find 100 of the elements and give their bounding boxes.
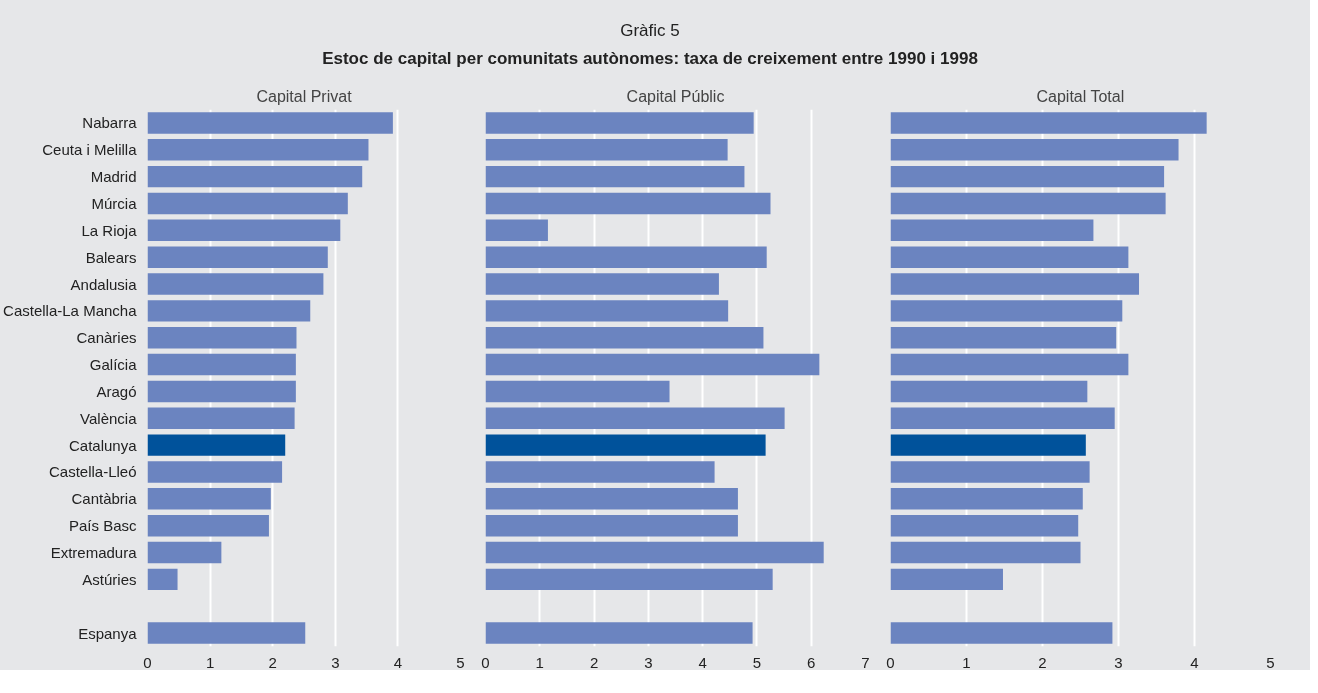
- bar: [485, 488, 738, 510]
- text: Estoc de capital per comunitats autònomes: taxa de creixement entre 1990 i 1998: [321, 48, 979, 71]
- y-tick-label: València: [80, 409, 138, 427]
- bar: [890, 112, 1207, 134]
- bar: [890, 488, 1083, 510]
- y-tick-label: Andalusia: [70, 275, 138, 293]
- bar: [147, 541, 222, 564]
- bar: [890, 246, 1129, 268]
- bar: [890, 514, 1079, 537]
- bar: [147, 219, 341, 242]
- x-tick-label: 2: [268, 653, 277, 671]
- bar: [485, 434, 766, 456]
- bar: [147, 353, 296, 376]
- y-tick-label: Galícia: [89, 356, 138, 374]
- y-tick-label: La Rioja: [81, 221, 138, 239]
- bar: [485, 622, 753, 644]
- bar: [485, 407, 785, 430]
- y-tick-label: Ceuta i Melilla: [42, 141, 138, 159]
- bar: [147, 139, 369, 161]
- bar: [147, 192, 348, 215]
- x-tick-label: 0: [143, 653, 152, 671]
- bar: [485, 541, 824, 564]
- bar: [890, 165, 1165, 188]
- bar: [485, 219, 548, 242]
- bar: [147, 622, 306, 644]
- y-tick-label: Aragó: [96, 382, 137, 400]
- chart-title: Capital Públic: [626, 87, 725, 105]
- bar: [147, 246, 328, 268]
- bar: [485, 380, 670, 403]
- bar: [485, 326, 764, 349]
- y-tick-label: Astúries: [82, 570, 137, 588]
- chart-title: Capital Privat: [256, 87, 353, 105]
- bar: [147, 300, 311, 322]
- x-tick-label: 1: [962, 653, 971, 671]
- x-tick-label: 2: [1038, 653, 1047, 671]
- bar: [485, 461, 715, 483]
- bar: [890, 380, 1088, 403]
- x-tick-label: 0: [886, 653, 895, 671]
- bar: [890, 461, 1090, 483]
- bar: [890, 273, 1140, 295]
- x-tick-label: 5: [752, 653, 762, 671]
- bar: [890, 353, 1129, 376]
- bar: [147, 380, 296, 403]
- bar: [485, 514, 738, 537]
- bar: [890, 541, 1081, 564]
- chart-title: Capital Total: [1036, 87, 1125, 105]
- bar: [485, 112, 754, 134]
- x-tick-label: 3: [1114, 653, 1123, 671]
- x-tick-label: 0: [481, 653, 490, 671]
- bar: [890, 326, 1117, 349]
- bar: [485, 353, 820, 376]
- x-tick-label: 4: [393, 653, 403, 671]
- bar: [147, 434, 286, 456]
- x-tick-label: 2: [589, 653, 599, 671]
- y-tick-label: Catalunya: [68, 436, 138, 454]
- y-tick-label: Canàries: [76, 329, 137, 347]
- y-tick-label: Nabarra: [82, 114, 138, 132]
- y-tick-label: Madrid: [90, 168, 137, 186]
- bar: [485, 139, 728, 161]
- bar: [890, 139, 1179, 161]
- bar: [147, 488, 271, 510]
- y-tick-label: Extremadura: [50, 544, 138, 562]
- bar: [147, 165, 363, 188]
- bar: [485, 192, 771, 215]
- bar: [890, 568, 1003, 591]
- y-tick-label: Espanya: [78, 624, 138, 642]
- bar: [485, 568, 773, 591]
- bar: [147, 326, 297, 349]
- x-tick-label: 3: [331, 653, 340, 671]
- bar: [147, 514, 269, 537]
- x-tick-label: 5: [456, 653, 465, 671]
- x-tick-label: 1: [535, 653, 544, 671]
- bar: [147, 568, 178, 591]
- text: Gràfic 5: [619, 20, 681, 42]
- x-tick-label: 6: [807, 653, 816, 671]
- y-tick-label: Castella-La Mancha: [3, 302, 138, 320]
- bar: [890, 300, 1123, 322]
- x-tick-label: 5: [1266, 653, 1275, 671]
- x-tick-label: 7: [861, 653, 870, 671]
- bar: [147, 112, 393, 134]
- bar: [890, 434, 1086, 456]
- bar: [485, 165, 745, 188]
- bar: [147, 407, 295, 430]
- bar: [485, 300, 729, 322]
- bar: [890, 622, 1113, 644]
- bar: [147, 273, 324, 295]
- x-tick-label: 3: [644, 653, 653, 671]
- y-tick-label: País Basc: [68, 517, 137, 535]
- y-tick-label: Cantàbria: [71, 490, 138, 508]
- y-tick-label: Balears: [85, 248, 137, 266]
- x-tick-label: 4: [698, 653, 707, 671]
- bar: [890, 219, 1094, 242]
- x-tick-label: 4: [1190, 653, 1199, 671]
- bar: [147, 461, 283, 483]
- y-tick-label: Múrcia: [91, 194, 138, 212]
- bar: [485, 246, 767, 268]
- bar: [485, 273, 719, 295]
- y-tick-label: Castella-Lleó: [48, 463, 137, 481]
- bar: [890, 407, 1115, 430]
- bar: [890, 192, 1166, 215]
